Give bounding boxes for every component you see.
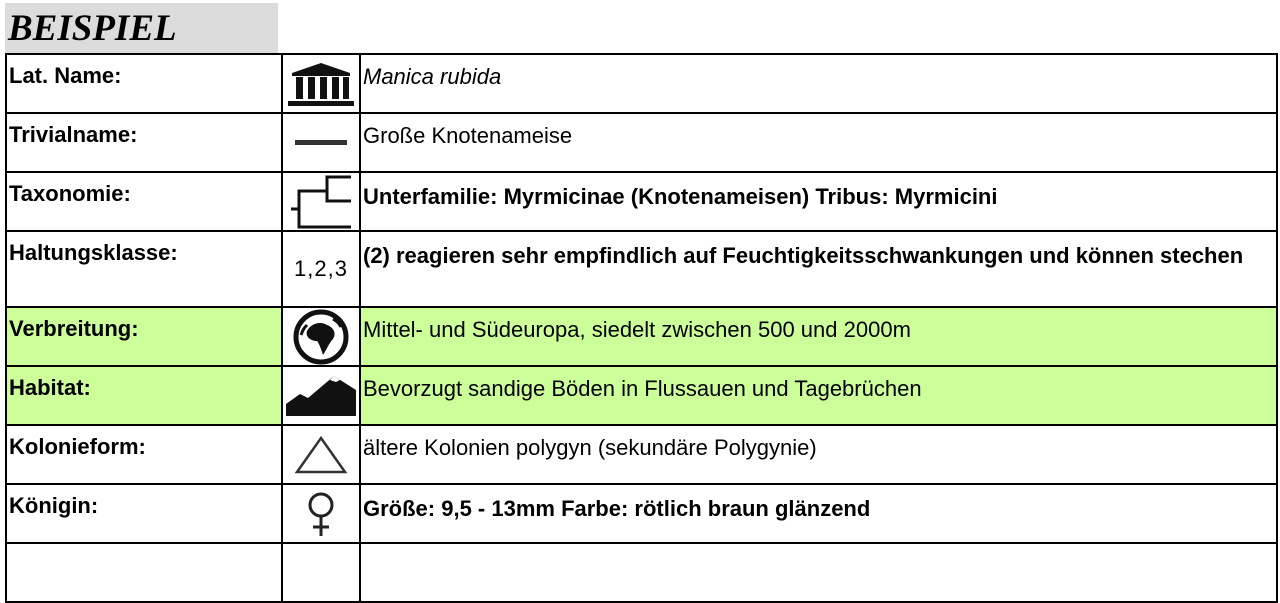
row-value: (2) reagieren sehr empfindlich auf Feuch…	[359, 230, 1278, 308]
globe-icon	[293, 309, 349, 364]
row-label: Kolonieform:	[5, 424, 283, 485]
row-value: Unterfamilie: Myrmicinae (Knotenameisen)…	[359, 171, 1278, 232]
row-label: Lat. Name:	[5, 53, 283, 114]
table-row: Verbreitung: Mittel- und Südeuropa, sied…	[5, 306, 1278, 367]
species-table: Lat. Name: Manica rubida Trivialname: Gr…	[5, 53, 1278, 603]
row-value: ältere Kolonien polygyn (sekundäre Polyg…	[359, 424, 1278, 485]
table-row: Taxonomie: Unterfamilie: Myrmicinae (Kno…	[5, 171, 1278, 232]
mountain-icon	[286, 375, 356, 416]
table-row: Habitat: Bevorzugt sandige Böden in Flus…	[5, 365, 1278, 426]
female-icon	[308, 492, 334, 536]
table-row: Königin: Größe: 9,5 - 13mm Farbe: rötlic…	[5, 483, 1278, 544]
row-label: Königin:	[5, 483, 283, 544]
row-label: Trivialname:	[5, 112, 283, 173]
row-value: Große Knotenameise	[359, 112, 1278, 173]
museum-icon	[288, 62, 354, 106]
table-row: Trivialname: Große Knotenameise	[5, 112, 1278, 173]
page-title: BEISPIEL	[5, 3, 278, 53]
class-numbers-icon: 1,2,3	[281, 230, 361, 308]
row-label: Haltungsklasse:	[5, 230, 283, 308]
row-label: Taxonomie:	[5, 171, 283, 232]
triangle-icon	[294, 435, 348, 473]
row-value: Manica rubida	[359, 53, 1278, 114]
row-label: Verbreitung:	[5, 306, 283, 367]
tree-bracket-icon	[291, 175, 351, 228]
row-value: Größe: 9,5 - 13mm Farbe: rötlich braun g…	[359, 483, 1278, 544]
table-row: Lat. Name: Manica rubida	[5, 53, 1278, 114]
dash-icon	[295, 139, 347, 145]
row-value: Bevorzugt sandige Böden in Flussauen und…	[359, 365, 1278, 426]
row-label: Habitat:	[5, 365, 283, 426]
table-row: Haltungsklasse: 1,2,3 (2) reagieren sehr…	[5, 230, 1278, 308]
row-value: Mittel- und Südeuropa, siedelt zwischen …	[359, 306, 1278, 367]
title-text: BEISPIEL	[8, 8, 177, 49]
table-row: Kolonieform: ältere Kolonien polygyn (se…	[5, 424, 1278, 485]
